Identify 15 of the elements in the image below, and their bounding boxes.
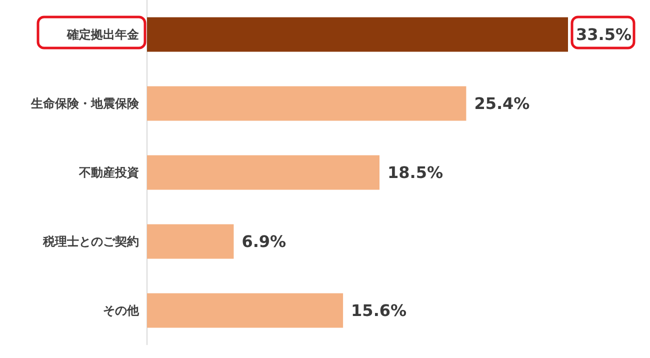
data-label: 6.9% [242,232,286,252]
bar [147,17,568,52]
bar [147,86,466,121]
y-tick-label: 生命保険・地震保険 [30,96,140,111]
data-label: 33.5% [576,25,632,44]
y-tick-label: 確定拠出年金 [66,28,140,42]
bar [147,293,344,328]
data-label: 15.6% [351,301,407,320]
y-tick-label: その他 [103,304,140,318]
y-tick-label: 不動産投資 [78,166,139,180]
bar [147,155,380,190]
bar [147,224,234,259]
data-label: 18.5% [387,163,444,182]
data-label: 25.4% [474,94,530,114]
y-tick-label: 税理士とのご契約 [42,234,139,249]
